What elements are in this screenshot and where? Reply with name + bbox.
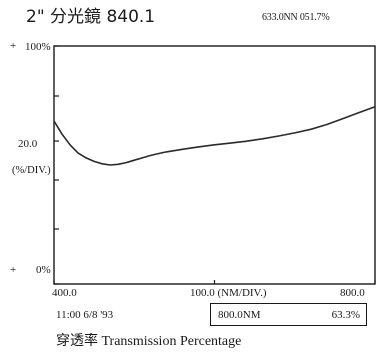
timestamp: 11:00 6/8 '93: [56, 309, 114, 321]
y-tick-bottom: 0%: [36, 264, 51, 276]
marker-readout-box: 800.0NM 63.3%: [210, 303, 367, 326]
y-tick-top: 100%: [25, 41, 51, 53]
plot-frame: [53, 45, 376, 285]
footer-caption: 穿透率 Transmission Percentage: [56, 334, 241, 349]
cursor-readout: 633.0NN 051.7%: [262, 12, 330, 23]
transmission-curve-0: [53, 105, 376, 166]
x-tick-start: 400.0: [52, 287, 77, 299]
y-tick-plus-bottom: +: [10, 264, 17, 276]
x-tick-end: 800.0: [340, 287, 365, 299]
footer-cjk-label: 穿透率: [56, 333, 98, 349]
chart-title: 2" 分光鏡 840.1: [26, 7, 156, 27]
y-tick-plus-top: +: [10, 40, 17, 52]
y-axis-label: (%/DIV.): [12, 165, 51, 176]
x-tick-mid: 100.0 (NM/DIV.): [190, 287, 267, 299]
readout-value: 63.3%: [331, 309, 360, 321]
footer-en-label: Transmission Percentage: [101, 334, 242, 349]
readout-wavelength: 800.0NM: [218, 309, 261, 321]
y-tick-mid: 20.0: [18, 138, 38, 150]
